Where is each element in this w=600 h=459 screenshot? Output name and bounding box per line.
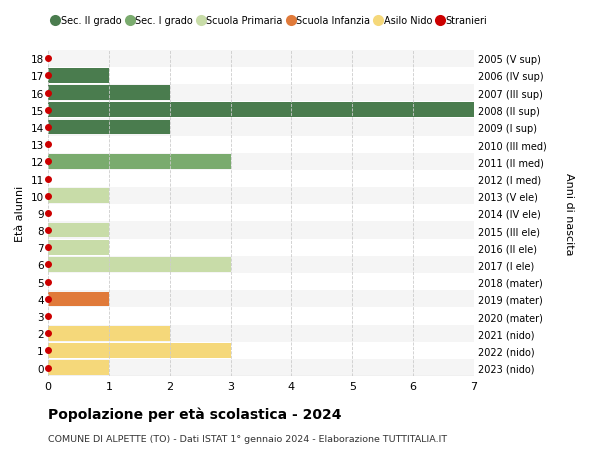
Bar <box>48 171 474 188</box>
Bar <box>48 239 474 256</box>
Bar <box>48 136 474 153</box>
Bar <box>48 222 474 239</box>
Bar <box>48 308 474 325</box>
Bar <box>48 50 474 67</box>
Y-axis label: Anni di nascita: Anni di nascita <box>563 172 574 255</box>
Bar <box>48 69 109 84</box>
Bar <box>48 256 474 274</box>
Bar <box>48 153 474 171</box>
Bar <box>48 257 230 272</box>
Bar <box>48 155 230 169</box>
Bar <box>48 188 474 205</box>
Bar <box>48 85 474 102</box>
Text: Popolazione per età scolastica - 2024: Popolazione per età scolastica - 2024 <box>48 406 341 421</box>
Bar <box>48 86 170 101</box>
Y-axis label: Età alunni: Età alunni <box>15 185 25 241</box>
Bar <box>48 103 474 118</box>
Bar <box>48 102 474 119</box>
Bar <box>48 205 474 222</box>
Bar <box>48 274 474 291</box>
Bar <box>48 291 474 308</box>
Bar <box>48 189 109 204</box>
Bar <box>48 360 109 375</box>
Bar <box>48 342 474 359</box>
Bar <box>48 343 230 358</box>
Bar <box>48 67 474 85</box>
Bar <box>48 292 109 307</box>
Bar <box>48 359 474 376</box>
Bar <box>48 241 109 255</box>
Legend: Sec. II grado, Sec. I grado, Scuola Primaria, Scuola Infanzia, Asilo Nido, Stran: Sec. II grado, Sec. I grado, Scuola Prim… <box>53 16 488 26</box>
Bar <box>48 119 474 136</box>
Bar <box>48 120 170 135</box>
Text: COMUNE DI ALPETTE (TO) - Dati ISTAT 1° gennaio 2024 - Elaborazione TUTTITALIA.IT: COMUNE DI ALPETTE (TO) - Dati ISTAT 1° g… <box>48 434 447 443</box>
Bar <box>48 325 474 342</box>
Bar <box>48 223 109 238</box>
Bar <box>48 326 170 341</box>
